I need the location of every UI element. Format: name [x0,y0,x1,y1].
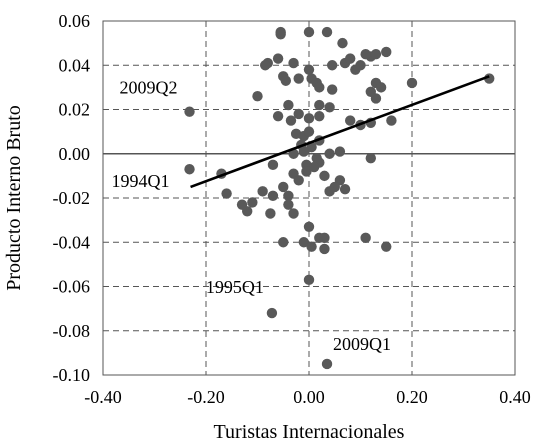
y-tick-label: -0.02 [53,188,91,208]
data-point [293,73,304,84]
data-point [381,46,392,58]
data-point [319,170,330,182]
data-point [283,199,294,210]
data-point [303,274,315,286]
data-point [381,241,392,252]
data-point [303,221,315,232]
data-point [365,86,376,98]
data-point [370,48,382,60]
y-tick-label: -0.10 [53,365,91,385]
data-point [339,183,351,195]
data-point [345,53,356,64]
y-tick-label: -0.04 [53,232,91,252]
data-point [280,75,292,86]
y-tick-label: 0.04 [59,55,91,75]
data-point [314,82,325,93]
data-point [265,208,276,219]
data-point [321,26,333,38]
data-point [285,115,297,126]
data-point [293,175,304,186]
x-tick-label: 0.40 [499,387,531,407]
point-annotation: 1994Q1 [112,171,170,191]
data-point [306,141,317,153]
x-tick-label: 0.20 [396,387,428,407]
data-point [303,126,315,137]
data-point [324,102,335,113]
data-point [319,243,330,255]
data-point [288,57,299,69]
x-axis-label: Turistas Internacionales [214,421,405,443]
x-tick-label: 0.00 [293,387,325,407]
data-point [319,232,330,244]
data-point [266,307,278,319]
data-point [345,115,356,126]
data-point [306,241,317,252]
data-point [321,358,333,370]
data-point [298,237,310,248]
data-point [252,91,263,102]
y-tick-label: 0.00 [59,144,91,164]
point-annotation: 1995Q1 [206,277,264,297]
point-annotation: 2009Q2 [120,78,178,98]
data-point [337,37,348,49]
y-axis-label: Producto Interno Bruto [3,105,25,291]
data-point [288,208,299,219]
data-point [267,159,279,171]
y-tick-label: 0.02 [59,100,91,120]
data-point [221,188,232,199]
point-annotation: 2009Q1 [333,334,391,354]
plot-frame [102,20,516,376]
data-point [365,152,376,164]
data-point [303,26,315,38]
data-point [314,110,325,122]
data-point [184,164,195,175]
data-point [298,146,310,157]
data-point [375,82,387,93]
y-tick-labels: -0.10 -0.08 -0.06 -0.04 -0.02 0.00 0.02 0.04 0.0… [53,11,91,385]
data-point [326,60,338,71]
data-point [308,161,320,173]
data-point [257,186,268,197]
data-point [272,53,284,64]
data-point [247,197,258,208]
data-points [184,26,495,370]
data-point [278,181,289,193]
data-point [324,148,335,159]
data-point [260,60,271,71]
data-point [293,108,304,120]
data-point [267,190,279,201]
data-point [283,99,294,111]
annotations: 2009Q2 1994Q1 1995Q1 2009Q1 [112,78,392,354]
data-point [278,237,289,248]
data-point [275,29,286,40]
trend-line [190,75,490,189]
data-point [283,190,294,201]
y-tick-label: 0.06 [59,11,91,31]
data-point [242,206,253,217]
data-point [303,64,315,75]
data-point [324,186,335,197]
x-tick-label: -0.20 [187,387,225,407]
data-point [386,115,397,126]
y-tick-label: -0.08 [53,321,91,341]
data-point [406,77,418,89]
x-tick-label: -0.40 [84,387,122,407]
data-point [360,48,371,60]
data-point [272,110,284,122]
data-point [303,113,315,124]
data-point [334,146,346,157]
data-point [184,106,195,117]
y-tick-label: -0.06 [53,277,91,297]
x-tick-labels: -0.40 -0.20 0.00 0.20 0.40 [84,387,531,407]
data-point [350,64,361,75]
data-point [288,148,299,159]
data-point [301,166,312,177]
data-point [360,232,371,244]
data-point [314,99,325,111]
data-point [326,84,338,95]
